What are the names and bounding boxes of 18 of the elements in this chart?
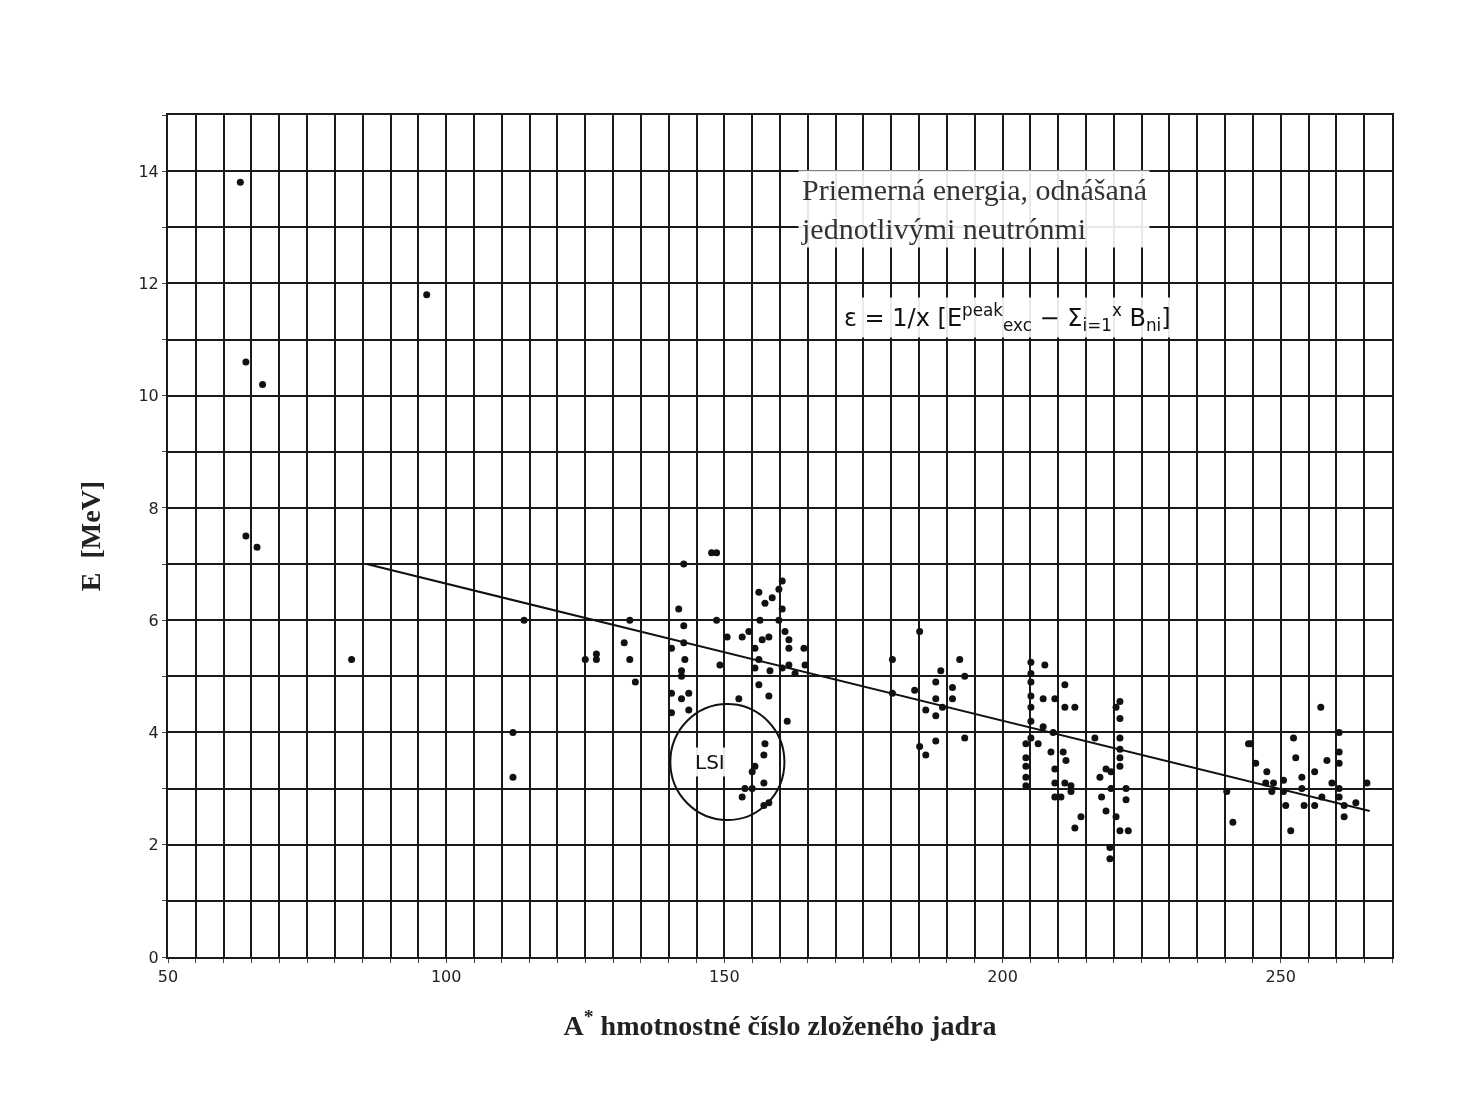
x-axis-title: A$^{*}$ hmotnostné číslo zloženého jadra — [563, 1006, 997, 1041]
x-tick-label: 200 — [987, 967, 1018, 987]
x-tick-label: 50 — [157, 967, 179, 987]
y-tick-label: 12 — [138, 274, 159, 293]
y-tick-label: 10 — [138, 386, 159, 406]
y-axis-title: E [MeV] — [74, 480, 106, 592]
y-tick-label: 14 — [138, 161, 159, 181]
annotation: LSI — [695, 750, 725, 774]
y-tick-label: 8 — [148, 498, 159, 518]
x-tick-label: 100 — [430, 967, 462, 987]
x-tick-label: 150 — [709, 967, 740, 987]
y-tick-label: 4 — [148, 723, 159, 743]
x-tick-label: 250 — [1265, 967, 1296, 987]
y-tick-label: 0 — [148, 947, 159, 967]
text: ε = 1/x [E$^{peak}$$_{exc}$ − Σ$_{i=1}$$^{x}$ B$_{ni}$] — [844, 300, 1171, 336]
y-tick-label: 6 — [148, 610, 159, 630]
annotation: Priemerná energia, odnášaná jednotlivými neutrónmi — [801, 173, 1148, 245]
y-tick-label: 2 — [148, 835, 159, 855]
